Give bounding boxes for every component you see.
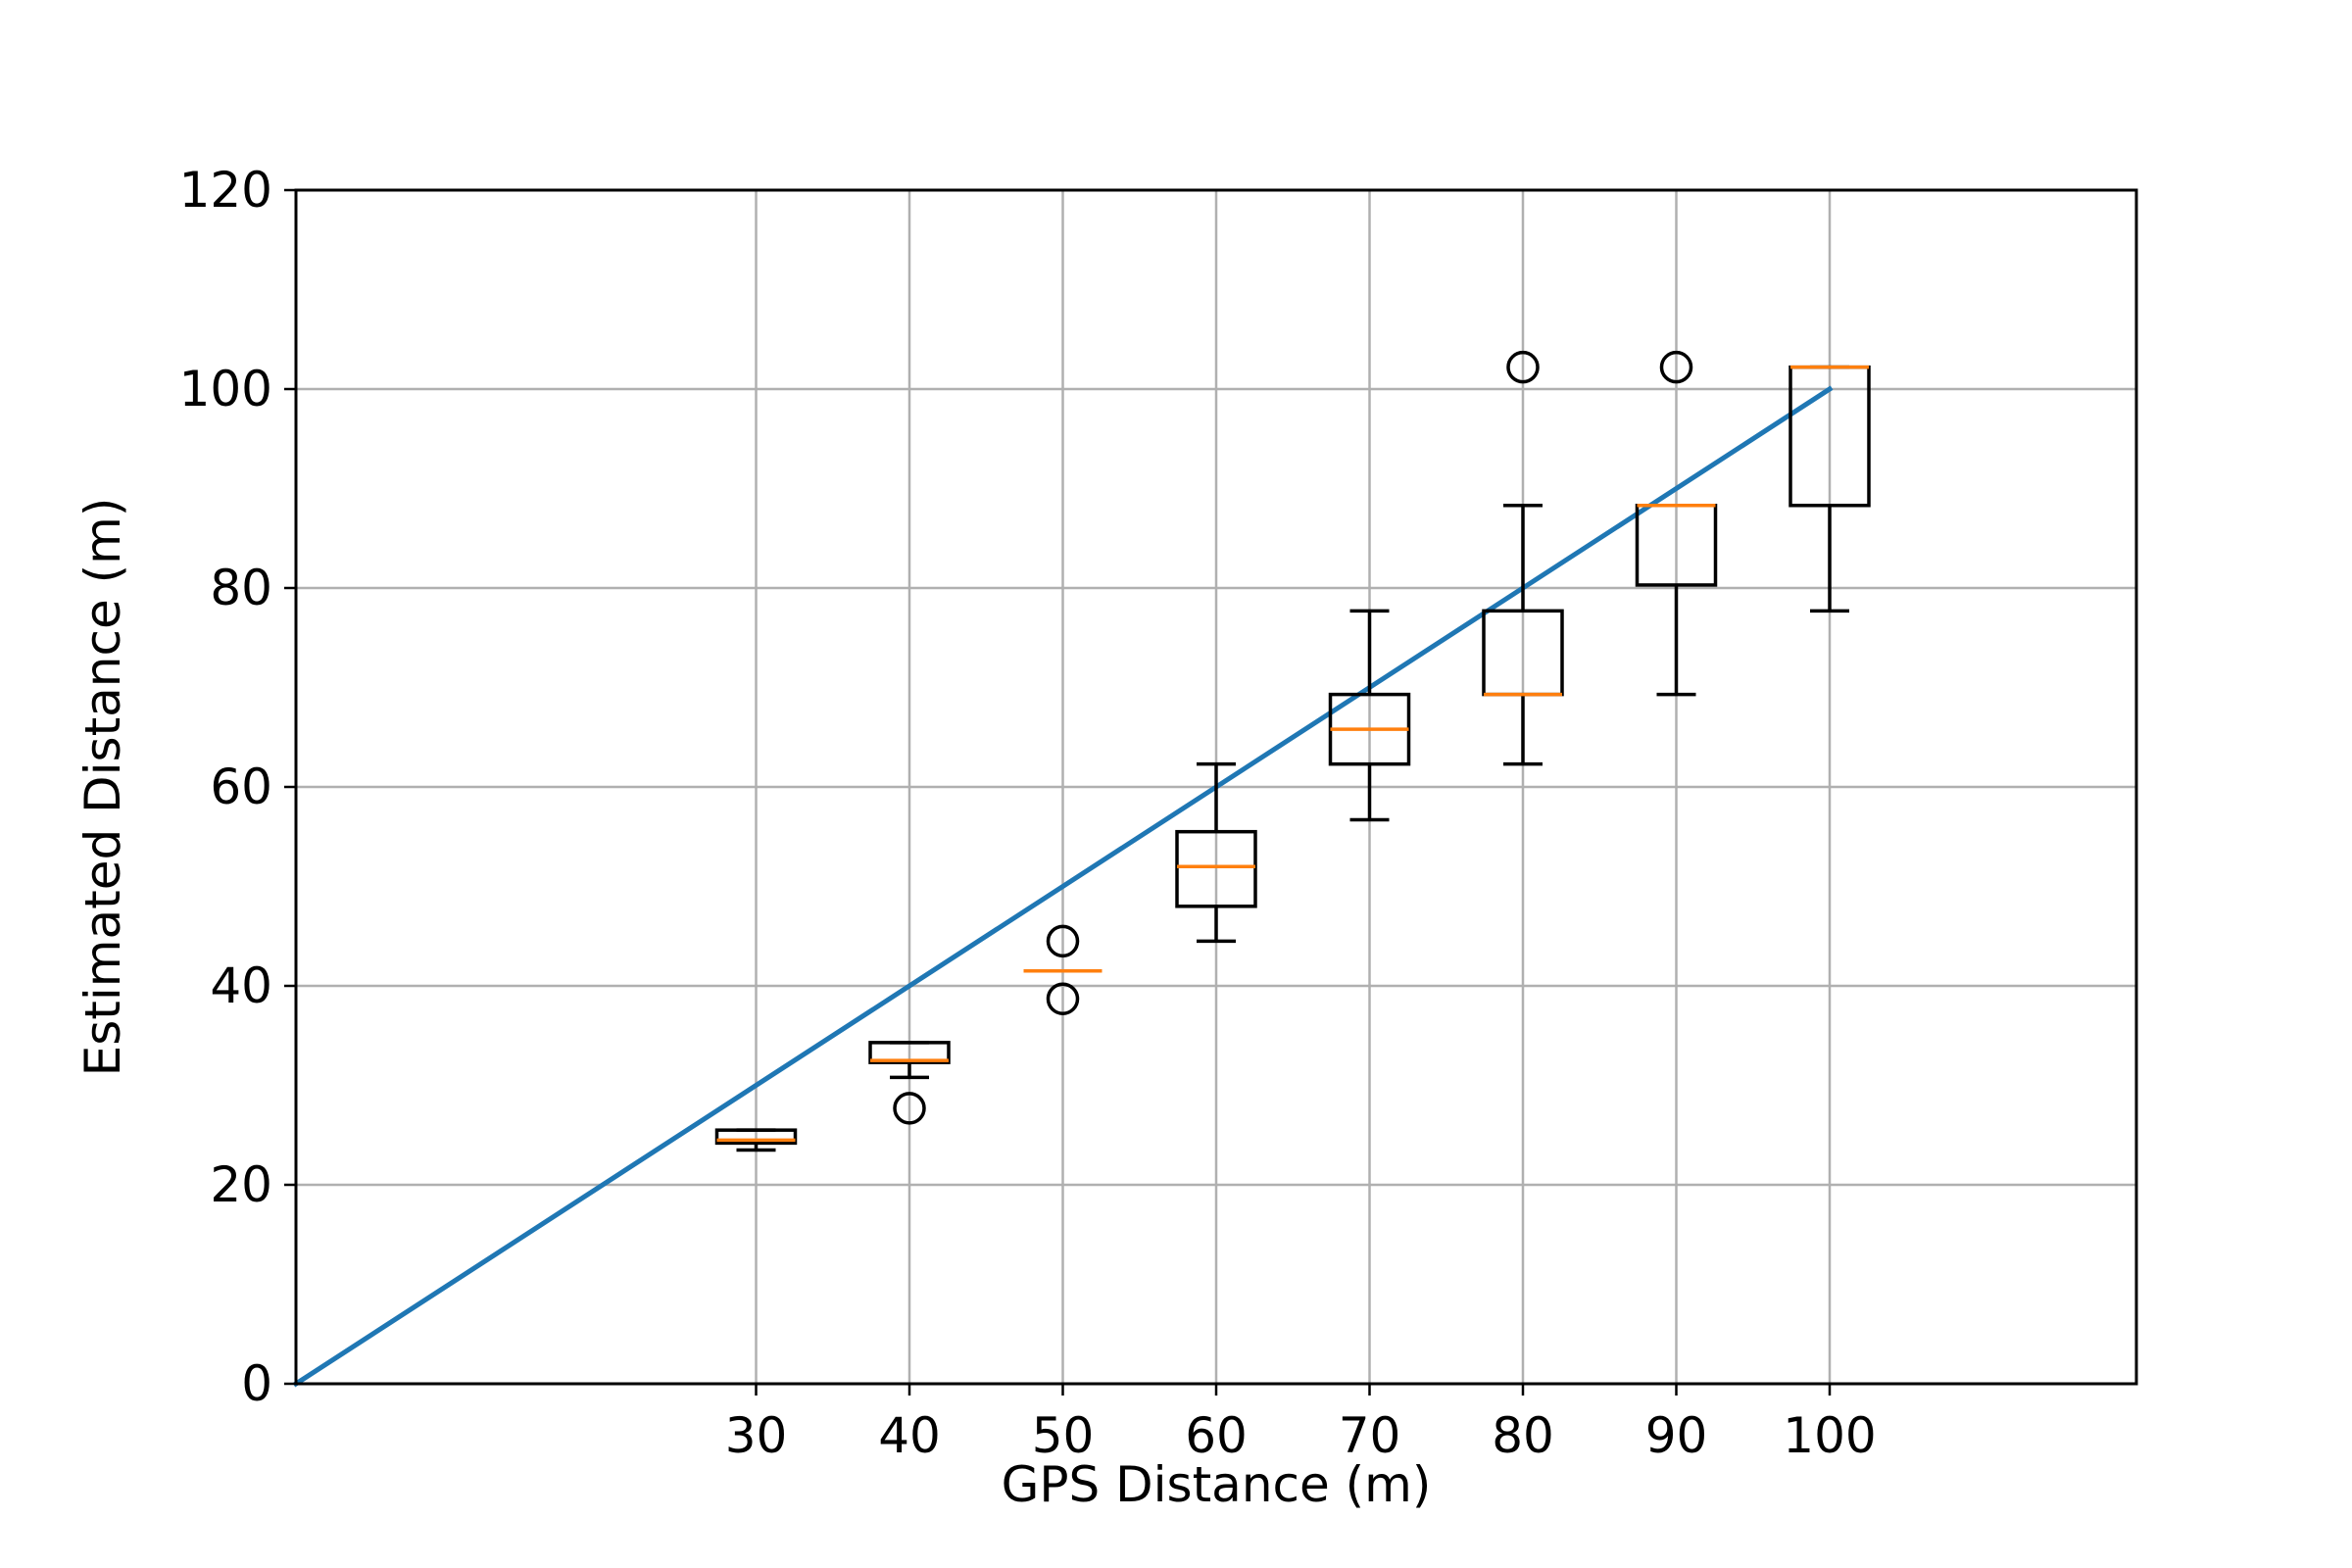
outlier-90-0: [1659, 350, 1693, 384]
x-tick-label-70: 70: [1339, 1407, 1401, 1464]
box-80: [1482, 350, 1564, 766]
x-tick-label-30: 30: [725, 1407, 788, 1464]
box-50: [1023, 924, 1102, 1015]
box-60: [1175, 761, 1257, 944]
box-group: [714, 350, 1871, 1152]
x-tick-label-40: 40: [878, 1407, 941, 1464]
outlier-50-1: [1046, 982, 1080, 1015]
reference-line-group: [292, 385, 1834, 1388]
x-tick-label-50: 50: [1032, 1407, 1095, 1464]
box-40: [868, 1041, 951, 1125]
y-tick-label-20: 20: [210, 1156, 272, 1213]
box-70: [1328, 609, 1411, 822]
x-tick-label-90: 90: [1645, 1407, 1708, 1464]
y-axis-label: Estimated Distance (m): [74, 498, 131, 1077]
box-100: [1788, 365, 1871, 613]
axis-ticks: 30 40 50 60 70 80 90 100 0 20 40 60 80 100 120: [179, 162, 1877, 1464]
x-tick-label-80: 80: [1492, 1407, 1554, 1464]
y-tick-label-60: 60: [210, 759, 272, 815]
box-90: [1635, 350, 1718, 697]
outlier-50-0: [1046, 924, 1080, 958]
y-tick-label-100: 100: [179, 361, 272, 417]
y-tick-label-80: 80: [210, 560, 272, 616]
y-tick-label-0: 0: [241, 1355, 272, 1412]
x-axis-label: GPS Distance (m): [1002, 1456, 1432, 1513]
outlier-80-0: [1506, 350, 1540, 384]
outlier-40-0: [893, 1092, 926, 1125]
box-30: [714, 1128, 798, 1152]
box-iqr-30: [714, 1128, 798, 1146]
box-iqr-60: [1175, 829, 1257, 908]
x-tick-label-60: 60: [1185, 1407, 1248, 1464]
x-tick-label-100: 100: [1783, 1407, 1876, 1464]
box-iqr-40: [868, 1041, 951, 1064]
y-tick-label-40: 40: [210, 957, 272, 1014]
y-tick-label-120: 120: [179, 162, 272, 219]
reference-line: [292, 385, 1834, 1388]
